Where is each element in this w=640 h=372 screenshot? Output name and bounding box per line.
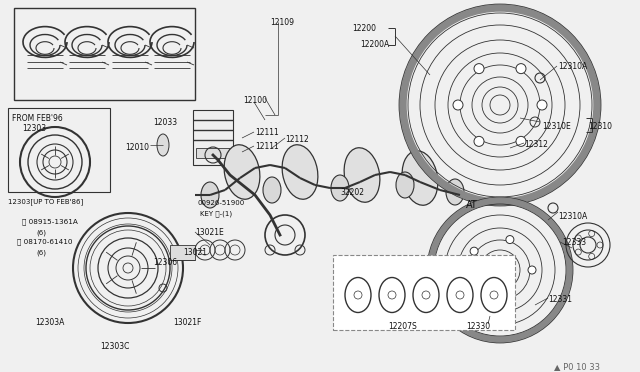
Text: ▲ P0 10 33: ▲ P0 10 33 [554, 362, 600, 371]
Bar [170, 245, 195, 260]
Text: KEY キ-(1): KEY キ-(1) [200, 210, 232, 217]
Text: 12200: 12200 [352, 24, 376, 33]
Circle shape [470, 247, 478, 255]
Bar [8, 108, 110, 192]
Text: AT: AT [466, 200, 477, 210]
Circle shape [470, 285, 478, 293]
Text: 00926-51900: 00926-51900 [197, 200, 244, 206]
Circle shape [474, 137, 484, 146]
Text: 12312: 12312 [524, 140, 548, 149]
Text: 12306: 12306 [153, 258, 177, 267]
Bar [196, 148, 230, 158]
Text: 12010: 12010 [125, 143, 149, 152]
Text: FROM FEB'96: FROM FEB'96 [12, 114, 63, 123]
Circle shape [537, 100, 547, 110]
Text: 12111: 12111 [255, 128, 279, 137]
Circle shape [453, 100, 463, 110]
Ellipse shape [344, 148, 380, 202]
Circle shape [516, 137, 526, 146]
Text: 12109: 12109 [270, 18, 294, 27]
Ellipse shape [446, 179, 464, 205]
Text: 12310A: 12310A [558, 62, 588, 71]
Circle shape [506, 296, 514, 304]
Text: (6): (6) [36, 229, 46, 235]
Text: 12303A: 12303A [35, 318, 65, 327]
Ellipse shape [331, 175, 349, 201]
Text: ⓘ 08915-1361A: ⓘ 08915-1361A [22, 218, 78, 225]
Text: 32202: 32202 [340, 188, 364, 197]
Text: 12200A: 12200A [360, 40, 389, 49]
Circle shape [474, 64, 484, 74]
Text: 12310A: 12310A [558, 212, 588, 221]
Circle shape [528, 266, 536, 274]
Bar [193, 110, 233, 165]
Text: 12111: 12111 [255, 142, 279, 151]
Text: 13021E: 13021E [195, 228, 224, 237]
Text: 12033: 12033 [153, 118, 177, 127]
Text: 12303C: 12303C [100, 342, 129, 351]
Text: 12333: 12333 [562, 238, 586, 247]
Text: 12310: 12310 [588, 122, 612, 131]
Text: 12207S: 12207S [388, 322, 417, 331]
Bar [14, 8, 195, 100]
Text: 12112: 12112 [285, 135, 308, 144]
Text: Ⓑ 08170-61410: Ⓑ 08170-61410 [17, 238, 72, 245]
Text: 12330: 12330 [466, 322, 490, 331]
Bar [333, 255, 515, 330]
Ellipse shape [157, 134, 169, 156]
Circle shape [516, 64, 526, 74]
Text: 13021: 13021 [183, 248, 207, 257]
Text: 12331: 12331 [548, 295, 572, 304]
Ellipse shape [263, 177, 281, 203]
Ellipse shape [402, 151, 438, 205]
Ellipse shape [282, 145, 318, 199]
Text: 12310E: 12310E [542, 122, 571, 131]
Text: (6): (6) [36, 249, 46, 256]
Text: 12303: 12303 [22, 124, 46, 133]
Ellipse shape [224, 145, 260, 199]
Text: 12100: 12100 [243, 96, 267, 105]
Text: 13021F: 13021F [173, 318, 202, 327]
Ellipse shape [201, 182, 219, 208]
Text: 12303[UP TO FEB'86]: 12303[UP TO FEB'86] [8, 198, 83, 205]
Circle shape [506, 235, 514, 244]
Ellipse shape [396, 172, 414, 198]
